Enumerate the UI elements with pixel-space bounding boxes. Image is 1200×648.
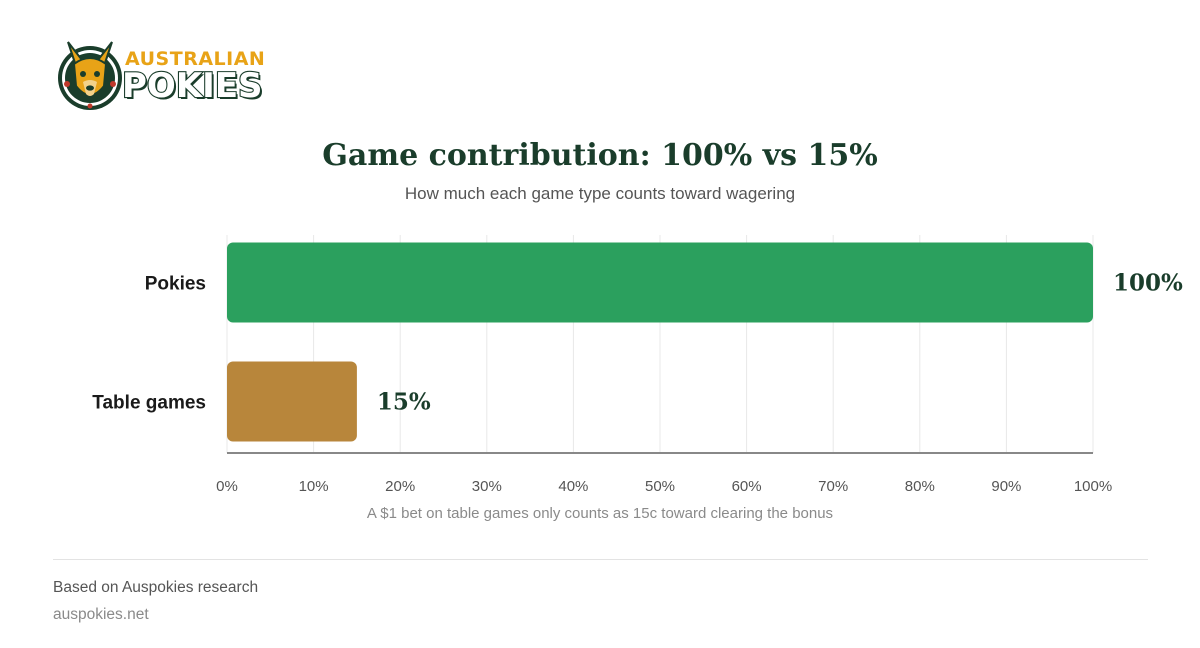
category-labels: Pokies Table games (92, 274, 206, 414)
value-label: 100% (1113, 270, 1183, 297)
chart-subtitle: How much each game type counts toward wa… (404, 184, 796, 203)
footer-divider (53, 559, 1148, 560)
brand-logo (58, 41, 122, 110)
x-tick-label: 80% (905, 478, 935, 495)
bars (227, 242, 1093, 442)
value-labels: 100% 15% (377, 270, 1183, 416)
brand-name-bottom: POKIES (121, 65, 264, 107)
bar-table-games (227, 361, 357, 442)
value-label: 15% (377, 389, 431, 416)
x-tick-label: 50% (645, 478, 675, 495)
x-tick-label: 30% (472, 478, 502, 495)
site-url: auspokies.net (53, 606, 149, 623)
category-label: Pokies (145, 274, 206, 295)
brand-name-top: AUSTRALIAN (125, 48, 266, 70)
x-tick-label: 0% (216, 478, 238, 495)
x-tick-label: 90% (991, 478, 1021, 495)
chart-footnote: A $1 bet on table games only counts as 1… (366, 505, 834, 522)
x-tick-labels: 0% 10% 20% 30% 40% 50% 60% 70% 80% 90% 100% (216, 478, 1112, 495)
chart-title: Game contribution: 100% vs 15% (322, 138, 878, 173)
x-tick-label: 10% (299, 478, 329, 495)
bar-pokies (227, 242, 1093, 323)
x-tick-label: 60% (732, 478, 762, 495)
x-tick-label: 100% (1074, 478, 1112, 495)
category-label: Table games (92, 393, 206, 414)
kangaroo-head-icon (58, 41, 122, 110)
x-tick-label: 40% (558, 478, 588, 495)
x-tick-label: 20% (385, 478, 415, 495)
x-tick-label: 70% (818, 478, 848, 495)
source-text: Based on Auspokies research (53, 579, 259, 596)
